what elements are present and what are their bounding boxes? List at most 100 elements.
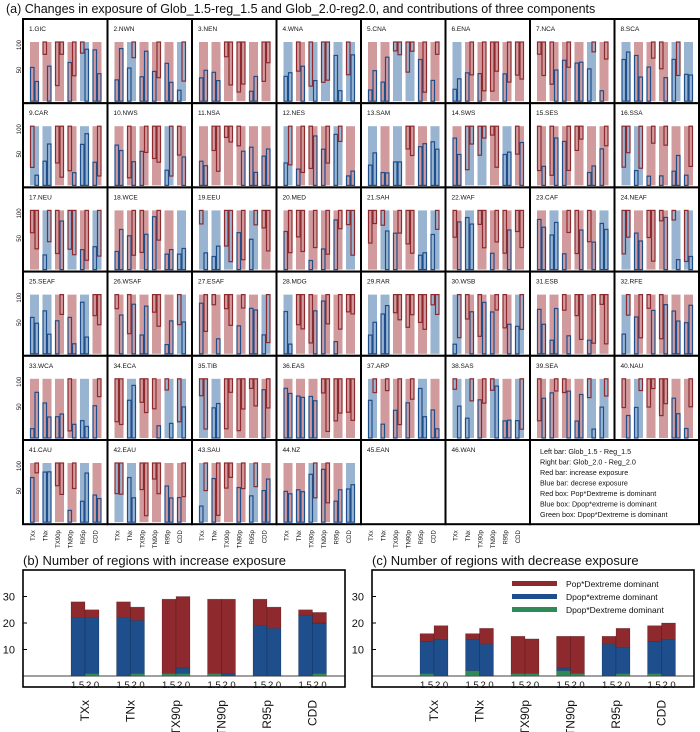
y-tick-label: 100 (17, 376, 23, 387)
component-box (164, 485, 170, 523)
panel-c-sub-label: 2.0 (663, 680, 676, 691)
component-box (295, 41, 301, 72)
background-bar (430, 378, 440, 438)
panel-c-bar-segment (433, 638, 449, 677)
component-box (688, 304, 694, 355)
component-box (325, 125, 331, 164)
component-box (477, 294, 483, 337)
component-box (300, 491, 306, 523)
y-tick-label: 100 (17, 208, 23, 219)
component-box (397, 41, 403, 56)
legend-label: Pop*Dextreme dominant (566, 579, 659, 589)
background-bar (671, 210, 681, 270)
region-label: 2.NWN (114, 26, 135, 33)
component-box (633, 316, 639, 355)
region-label: 25.SEAF (29, 279, 55, 286)
component-box (156, 41, 162, 79)
background-bar (224, 463, 233, 523)
panel-b-sub-label: 1.5 (162, 680, 175, 691)
component-box (367, 399, 373, 439)
component-box (34, 462, 40, 474)
component-box (384, 378, 390, 392)
background-bar (587, 378, 596, 438)
region-label: 33.WCA (29, 363, 54, 370)
component-box (114, 462, 120, 495)
component-box (409, 41, 415, 52)
legend-entry: Blue bar: decrese exposure (540, 479, 628, 488)
component-box (203, 69, 209, 102)
background-bar (599, 42, 609, 102)
x-tick-label: TNx (213, 530, 219, 541)
y-tick-label: 50 (17, 234, 23, 241)
component-box (312, 79, 318, 102)
region-label: 27.ESAF (198, 279, 224, 286)
component-box (181, 41, 187, 82)
component-box (367, 164, 373, 187)
component-box (59, 41, 65, 55)
component-box (131, 384, 137, 439)
component-box (380, 209, 386, 226)
region-label: 9.CAR (29, 110, 48, 117)
background-bar (80, 378, 89, 438)
component-box (502, 420, 508, 439)
component-box (586, 339, 592, 355)
component-box (638, 378, 644, 392)
panel-b-sub-label: 2.0 (314, 680, 327, 691)
component-box (59, 413, 65, 439)
component-box (345, 209, 351, 226)
component-box (34, 322, 40, 355)
component-box (514, 41, 520, 76)
component-box (502, 294, 508, 329)
component-box (143, 50, 149, 102)
background-bar (199, 126, 208, 186)
component-box (325, 209, 331, 255)
component-box (84, 209, 90, 261)
region-label: 40.NAU (621, 363, 644, 370)
component-box (688, 255, 694, 271)
background-bar (659, 42, 668, 102)
y-tick-label: 100 (17, 124, 23, 135)
region-label: 35.TIB (198, 363, 217, 370)
component-box (591, 294, 597, 344)
component-box (599, 90, 605, 102)
component-box (312, 135, 318, 186)
panel-c-bar-segment (647, 673, 662, 677)
component-box (176, 378, 182, 423)
component-box (261, 41, 267, 82)
component-box (621, 125, 627, 168)
x-tick-label: TN90p (491, 530, 497, 549)
component-box (397, 161, 403, 186)
component-box (79, 143, 85, 187)
component-box (638, 76, 644, 102)
component-box (325, 294, 331, 325)
component-box (168, 81, 174, 102)
component-box (683, 73, 689, 102)
panel-c-sub-label: 2.0 (526, 680, 539, 691)
panel-c-bar-segment (433, 625, 449, 640)
legend-label: Dpop*Dextreme dominant (566, 605, 664, 615)
component-box (308, 125, 314, 170)
component-box (456, 153, 462, 187)
x-tick-label: CDD (516, 530, 522, 544)
component-box (422, 416, 428, 439)
component-box (566, 209, 572, 234)
component-box (561, 294, 567, 311)
background-bar (199, 210, 208, 270)
component-box (126, 476, 132, 523)
component-box (452, 209, 458, 238)
component-box (489, 125, 495, 136)
component-box (54, 462, 60, 487)
background-bar (346, 294, 355, 354)
background-bar (430, 294, 440, 354)
y-tick-label: 100 (17, 39, 23, 50)
component-box (92, 246, 98, 271)
panel-b-bar-segment (84, 609, 100, 618)
panel-b-bar-segment (161, 673, 177, 677)
background-bar (418, 210, 427, 270)
background-bar (236, 294, 246, 354)
component-box (574, 125, 580, 152)
component-box (312, 209, 318, 249)
component-box (228, 378, 234, 393)
component-box (96, 209, 102, 257)
